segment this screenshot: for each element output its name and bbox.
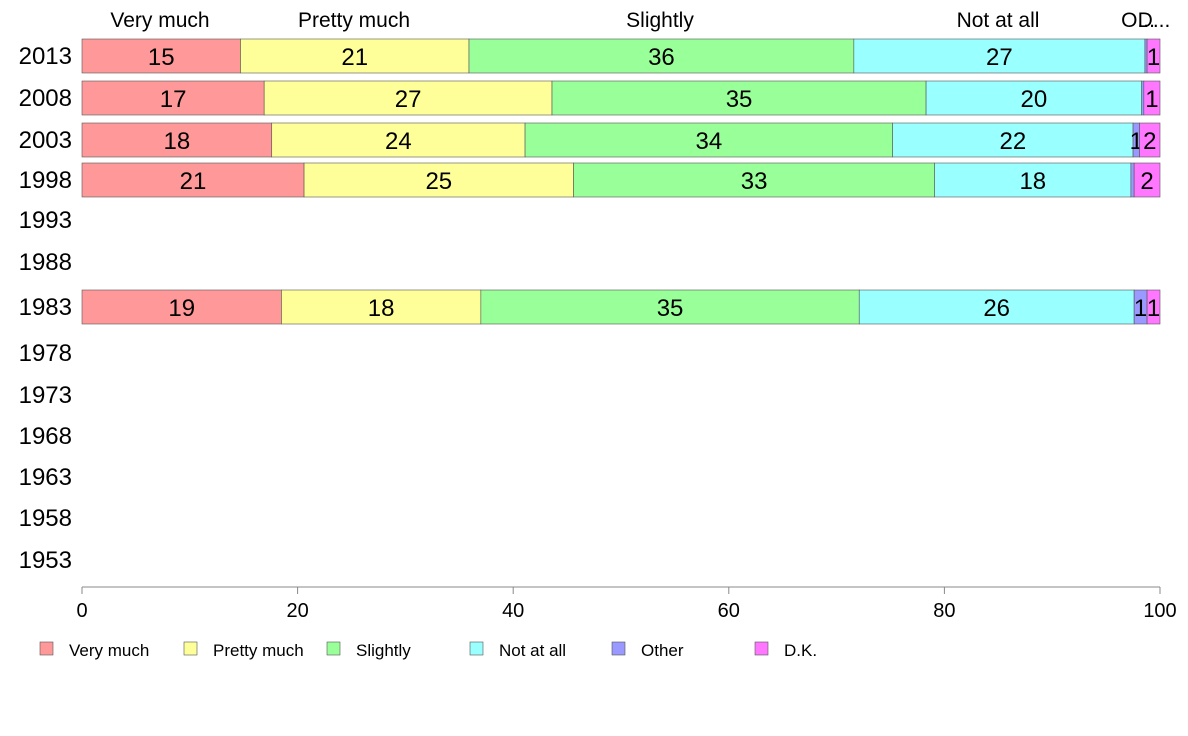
year-label-1978: 1978 [19, 340, 72, 367]
bar-1983-d-k [1146, 289, 1161, 325]
year-label-1968: 1968 [19, 423, 72, 450]
legend-item-pretty-much: Pretty much [183, 641, 304, 660]
legend-item-slightly: Slightly [326, 641, 411, 660]
legend-swatch-other [611, 641, 626, 656]
data-label-2003-slightly: 34 [696, 128, 723, 155]
data-label-2003-d-k: 2 [1143, 128, 1156, 155]
top-label-o: O... [1121, 9, 1155, 32]
bar-2008-pretty-much [263, 80, 553, 116]
x-tick-label-100: 100 [1143, 600, 1176, 622]
bars: 15 21 36 27 117 27 35 20 118 24 34 22 1 221 25 33 18 219 1… [81, 38, 1161, 325]
data-label-2008-d-k: 1 [1145, 86, 1158, 113]
legend-swatch-very-much [39, 641, 54, 656]
bar-2013-not-at-all [853, 38, 1146, 74]
data-label-1983-d-k: 1 [1147, 295, 1160, 322]
bar-1998-d-k [1133, 162, 1161, 198]
legend-label-not-at-all: Not at all [499, 641, 566, 660]
x-tick-label-0: 0 [76, 600, 87, 622]
legend-label-d-k: D.K. [784, 641, 817, 660]
bar-2008-very-much [81, 80, 265, 116]
bar-2008-other [1141, 80, 1145, 116]
legend-label-pretty-much: Pretty much [213, 641, 304, 660]
legend-swatch-slightly [326, 641, 341, 656]
data-label-1983-not-at-all: 26 [983, 295, 1010, 322]
bar-2008-slightly [551, 80, 927, 116]
data-label-2008-very-much: 17 [160, 86, 187, 113]
year-label-2008: 2008 [19, 85, 72, 112]
bar-2008-not-at-all [925, 80, 1142, 116]
legend-label-very-much: Very much [69, 641, 149, 660]
legend-item-d-k: D.K. [754, 641, 817, 660]
bar-1998-very-much [81, 162, 305, 198]
data-label-2013-pretty-much: 21 [341, 44, 368, 71]
data-label-1983-other: 1 [1134, 295, 1147, 322]
bar-1983-pretty-much [281, 289, 482, 325]
data-label-2003-not-at-all: 22 [1000, 128, 1027, 155]
legend-swatch-d-k [754, 641, 769, 656]
year-label-2003: 2003 [19, 127, 72, 154]
year-label-1973: 1973 [19, 382, 72, 409]
data-label-2013-very-much: 15 [148, 44, 175, 71]
data-label-1998-very-much: 21 [180, 168, 207, 195]
top-label-pretty-much: Pretty much [298, 9, 410, 32]
legend-label-other: Other [641, 641, 684, 660]
data-label-2008-slightly: 35 [726, 86, 753, 113]
legend-item-very-much: Very much [39, 641, 149, 660]
bar-1983-very-much [81, 289, 282, 325]
data-label-2013-d-k: 1 [1147, 44, 1160, 71]
bar-1998-not-at-all [934, 162, 1132, 198]
data-label-2013-slightly: 36 [648, 44, 675, 71]
legend-swatch-not-at-all [469, 641, 484, 656]
legend-label-slightly: Slightly [356, 641, 411, 660]
year-label-1988: 1988 [19, 249, 72, 276]
legend-swatch-pretty-much [183, 641, 198, 656]
data-label-2008-not-at-all: 20 [1021, 86, 1048, 113]
year-label-1983: 1983 [19, 294, 72, 321]
bar-1983-not-at-all [858, 289, 1135, 325]
year-label-1998: 1998 [19, 167, 72, 194]
data-label-2003-pretty-much: 24 [385, 128, 412, 155]
year-label-1993: 1993 [19, 207, 72, 234]
bar-1998-pretty-much [303, 162, 574, 198]
bar-2003-very-much [81, 122, 273, 158]
bar-2013-d-k [1146, 38, 1161, 74]
bar-2003-pretty-much [271, 122, 526, 158]
legend: Very much Pretty much Slightly Not at all Ot… [39, 641, 817, 660]
bar-2008-d-k [1143, 80, 1161, 116]
year-label-1963: 1963 [19, 464, 72, 491]
x-tick-label-40: 40 [502, 600, 524, 622]
bar-1998-slightly [573, 162, 935, 198]
top-label-slightly: Slightly [626, 9, 694, 32]
bar-2003-not-at-all [892, 122, 1134, 158]
year-axis-labels: 2013 2008 2003 1998 1993 1988 1983 1978 1973 1968… [19, 43, 72, 574]
data-label-2003-very-much: 18 [164, 128, 191, 155]
x-tick-label-60: 60 [718, 600, 740, 622]
data-label-2013-not-at-all: 27 [986, 44, 1013, 71]
x-axis: 0 20 40 60 80 100 [76, 586, 1177, 622]
x-tick-label-20: 20 [286, 600, 308, 622]
top-label-d: D... [1138, 9, 1171, 32]
year-label-1958: 1958 [19, 505, 72, 532]
bar-1983-slightly [480, 289, 860, 325]
year-label-1953: 1953 [19, 547, 72, 574]
data-label-1983-slightly: 35 [657, 295, 684, 322]
data-label-1998-slightly: 33 [741, 168, 768, 195]
legend-item-other: Other [611, 641, 684, 660]
data-label-1998-d-k: 2 [1140, 168, 1153, 195]
data-label-1983-pretty-much: 18 [368, 295, 395, 322]
bar-1998-other [1130, 162, 1135, 198]
x-tick-label-80: 80 [933, 600, 955, 622]
bar-2003-d-k [1139, 122, 1161, 158]
top-label-very-much: Very much [110, 9, 209, 32]
year-label-2013: 2013 [19, 43, 72, 70]
data-label-1983-very-much: 19 [168, 295, 195, 322]
top-label-not-at-all: Not at all [957, 9, 1040, 32]
data-label-1998-pretty-much: 25 [425, 168, 452, 195]
data-label-1998-not-at-all: 18 [1019, 168, 1046, 195]
legend-item-not-at-all: Not at all [469, 641, 566, 660]
top-category-labels: Very much Pretty much Slightly Not at all O.… [110, 9, 1170, 32]
data-label-2008-pretty-much: 27 [395, 86, 422, 113]
bar-2013-pretty-much [240, 38, 470, 74]
